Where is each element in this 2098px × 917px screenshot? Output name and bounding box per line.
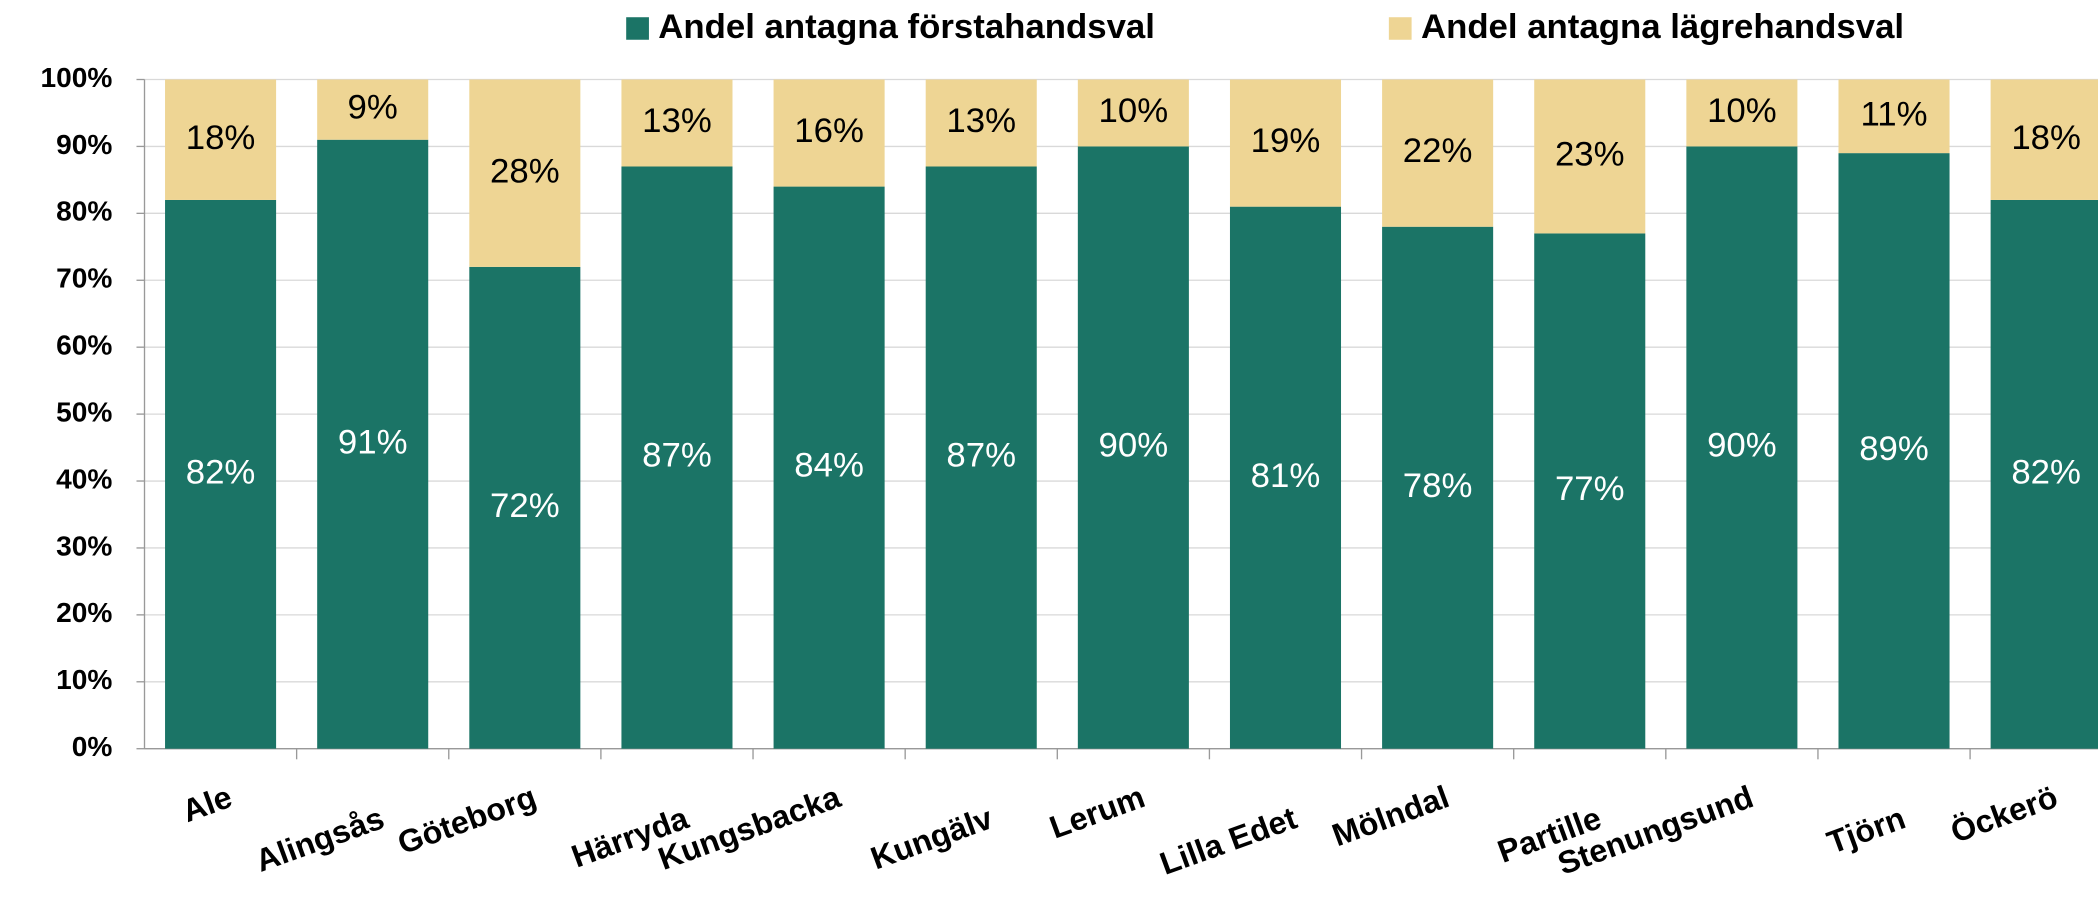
x-tick-label: Ale xyxy=(177,779,236,830)
data-label: 9% xyxy=(348,89,398,127)
data-label: 81% xyxy=(1251,457,1321,495)
legend-label: Andel antagna lägrehandsval xyxy=(1421,8,1904,46)
x-tick-label: Lerum xyxy=(1045,779,1150,846)
data-label: 90% xyxy=(1707,427,1777,465)
y-tick-label: 20% xyxy=(56,597,112,628)
bar-segment xyxy=(1077,79,1189,147)
bar-segment xyxy=(469,266,581,749)
y-tick-label: 30% xyxy=(56,530,112,561)
bar-segment xyxy=(773,79,885,187)
data-label: 23% xyxy=(1555,136,1625,174)
data-label: 16% xyxy=(794,112,864,150)
data-label: 18% xyxy=(186,119,256,157)
legend-label: Andel antagna förstahandsval xyxy=(658,8,1155,46)
data-label: 18% xyxy=(2011,119,2081,157)
x-tick-label: Öckerö xyxy=(1946,779,2062,850)
data-label: 84% xyxy=(794,447,864,485)
bar-segment xyxy=(925,79,1037,167)
bar-segment xyxy=(1534,79,1646,234)
y-tick-label: 50% xyxy=(56,397,112,428)
x-tick-label: Tjörn xyxy=(1822,800,1910,861)
bar-segment xyxy=(1077,146,1189,749)
x-tick-label: Göteborg xyxy=(393,779,541,862)
data-label: 11% xyxy=(1861,96,1928,134)
bar-segment xyxy=(621,166,733,749)
data-label: 10% xyxy=(1099,92,1169,130)
data-label: 91% xyxy=(338,423,408,461)
bar-segment xyxy=(1686,146,1798,749)
data-label: 78% xyxy=(1403,467,1473,505)
data-label: 89% xyxy=(1859,430,1929,468)
bar-segment xyxy=(925,166,1037,749)
y-tick-label: 10% xyxy=(56,664,112,695)
bar-segment xyxy=(165,79,277,200)
bar-segment xyxy=(317,139,429,749)
data-label: 77% xyxy=(1555,470,1625,508)
bar-segment xyxy=(621,79,733,167)
bar-segment xyxy=(1229,206,1342,749)
data-label: 82% xyxy=(186,454,256,492)
bar-segment xyxy=(1838,79,1950,154)
x-tick-label: Lilla Edet xyxy=(1155,800,1302,882)
data-label: 10% xyxy=(1707,92,1777,130)
data-label: 87% xyxy=(642,437,712,475)
data-label: 82% xyxy=(2011,454,2081,492)
bar-segment xyxy=(1990,199,2098,749)
legend-swatch xyxy=(1388,17,1412,40)
bar-segment xyxy=(469,79,581,267)
data-label: 13% xyxy=(946,102,1016,140)
y-tick-label: 90% xyxy=(56,129,112,160)
y-tick-label: 60% xyxy=(56,330,112,361)
data-label: 90% xyxy=(1099,427,1169,465)
bar-segment xyxy=(1382,79,1494,227)
bar-segment xyxy=(165,199,277,749)
data-label: 87% xyxy=(946,437,1016,475)
y-tick-label: 40% xyxy=(56,464,112,495)
bar-segment xyxy=(773,186,885,749)
data-label: 22% xyxy=(1403,132,1473,170)
y-tick-label: 80% xyxy=(56,196,112,227)
bar-segment xyxy=(1382,226,1494,749)
legend-swatch xyxy=(626,17,649,40)
x-tick-label: Kungälv xyxy=(866,800,998,877)
data-label: 28% xyxy=(490,152,560,190)
y-tick-label: 0% xyxy=(72,731,113,762)
x-tick-label: Mölndal xyxy=(1327,779,1453,854)
bar-segment xyxy=(1990,79,2098,200)
y-tick-label: 70% xyxy=(56,263,112,294)
bar-segment xyxy=(317,79,429,140)
data-label: 72% xyxy=(490,487,560,525)
bar-segment xyxy=(1686,79,1798,147)
x-tick-label: Alingsås xyxy=(251,800,389,879)
bar-segment xyxy=(1534,233,1646,749)
bar-segment xyxy=(1229,79,1342,207)
data-label: 19% xyxy=(1251,122,1321,160)
data-label: 13% xyxy=(642,102,712,140)
y-tick-label: 100% xyxy=(41,62,113,93)
bar-segment xyxy=(1838,153,1950,749)
